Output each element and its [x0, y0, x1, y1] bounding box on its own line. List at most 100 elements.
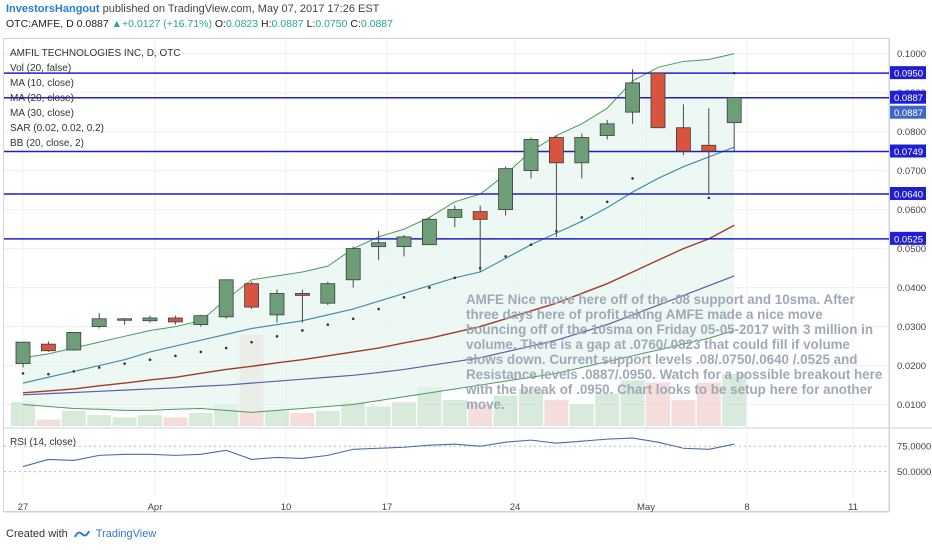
candle-body [66, 332, 82, 351]
publish-info: published on TradingView.com, May 07, 20… [102, 3, 380, 15]
candle-body [574, 137, 590, 164]
x-tick-label: 17 [382, 502, 393, 513]
legend-sar[interactable]: SAR (0.02, 0.02, 0.2) [10, 123, 104, 134]
y-tick-label: 0.0200 [897, 361, 926, 372]
candle-body [421, 218, 437, 246]
rsi-line [22, 437, 735, 468]
ma10-line [22, 146, 735, 384]
sar-dot [428, 286, 431, 289]
volume-bar [595, 393, 620, 426]
volume-bar [163, 417, 188, 426]
candle-body [523, 139, 539, 172]
rsi-tick-label: 50.0000 [897, 467, 931, 478]
x-tick-label: May [637, 502, 655, 513]
y-tick-label: 0.0500 [897, 244, 926, 255]
x-tick-label: 8 [744, 502, 749, 513]
y-tick-label: 0.0100 [897, 400, 926, 411]
y-tick-label: 0.0800 [897, 127, 926, 138]
candle-body [167, 317, 183, 323]
candle-body [726, 97, 742, 124]
sar-dot [351, 317, 355, 321]
sar-dot [580, 216, 584, 219]
volume-bar [366, 406, 391, 426]
open-value: 0.0823 [225, 18, 259, 30]
sar-dot [605, 200, 609, 204]
x-tick-label: 27 [18, 502, 29, 513]
candle-body [447, 209, 463, 218]
close-label: C: [350, 18, 361, 30]
candle-body [320, 283, 336, 304]
y-tick-label: 0.0700 [897, 166, 926, 177]
price-label-box [890, 105, 926, 119]
price-label-text: 0.0640 [894, 190, 923, 201]
sar-dot [148, 358, 152, 362]
volume-bar [569, 404, 594, 426]
volume-bar [112, 417, 137, 426]
indicator-legend: AMFIL TECHNOLOGIES INC, D, OTC Vol (20, … [10, 46, 181, 151]
rsi-legend[interactable]: RSI (14, close) [10, 437, 77, 448]
legend-ma30[interactable]: MA (30, close) [10, 108, 74, 119]
tradingview-logo-icon [73, 530, 90, 538]
volume-bar [11, 402, 35, 426]
footer: Created with TradingView [6, 528, 156, 540]
change-value: +0.0127 (+16.71%) [122, 18, 212, 30]
candle-body [142, 317, 158, 322]
sar-dot [224, 346, 228, 350]
price-label-box [890, 144, 926, 158]
volume-bar [519, 389, 543, 426]
volume-bar [671, 399, 696, 426]
sar-dot [504, 255, 507, 258]
volume-bar [36, 419, 61, 426]
high-value: 0.0887 [271, 18, 304, 30]
price-label-box [890, 90, 926, 104]
y-tick-label: 0.1000 [897, 49, 926, 60]
price-label-text: 0.0525 [894, 234, 923, 245]
publish-header: InvestorsHangout published on TradingVie… [6, 3, 379, 15]
candle-body [676, 127, 691, 152]
last-price: 0.0887 [76, 18, 109, 30]
volume-bar [138, 415, 162, 426]
price-label-box [890, 66, 926, 80]
sar-dot [72, 370, 76, 373]
legend-ma20[interactable]: MA (20, close) [10, 93, 74, 104]
sar-dot [47, 372, 50, 376]
legend-title: AMFIL TECHNOLOGIES INC, D, OTC [10, 48, 181, 59]
tradingview-link[interactable]: TradingView [95, 528, 157, 540]
author-link[interactable]: InvestorsHangout [6, 3, 100, 15]
volume-bar [188, 412, 213, 426]
sar-dot [123, 362, 126, 365]
legend-ma10[interactable]: MA (10, close) [10, 78, 74, 89]
candle-body [294, 293, 310, 296]
sar-dot [199, 350, 203, 354]
legend-vol[interactable]: Vol (20, false) [10, 63, 72, 74]
candle-body [41, 343, 56, 352]
candle-body [701, 144, 717, 152]
price-label-text: 0.0887 [894, 108, 923, 119]
volume-bar [265, 410, 289, 426]
change-arrow-icon: ▲ [111, 18, 123, 30]
candle-body [117, 318, 132, 321]
candle-body [650, 72, 666, 129]
candle-body [599, 123, 615, 136]
legend-bb[interactable]: BB (20, close, 2) [10, 138, 84, 149]
rsi-tick-label: 75.0000 [897, 442, 931, 453]
sar-dot [21, 372, 25, 375]
candle-body [91, 318, 107, 327]
candle-body [625, 82, 640, 113]
created-with-text: Created with [6, 528, 68, 540]
volume-bar [315, 410, 340, 426]
price-label-box [890, 231, 926, 245]
sar-dot [326, 323, 330, 326]
volume-bar [722, 373, 747, 426]
open-label: O: [214, 18, 226, 30]
low-label: L: [306, 18, 316, 30]
candle-body [498, 168, 514, 211]
candle-body [396, 236, 412, 248]
candle-body [345, 248, 361, 281]
candle-body [15, 341, 31, 365]
sar-dot [250, 340, 253, 344]
sar-dot [402, 296, 406, 299]
sar-dot [453, 276, 457, 280]
y-tick-label: 0.0300 [897, 322, 926, 333]
